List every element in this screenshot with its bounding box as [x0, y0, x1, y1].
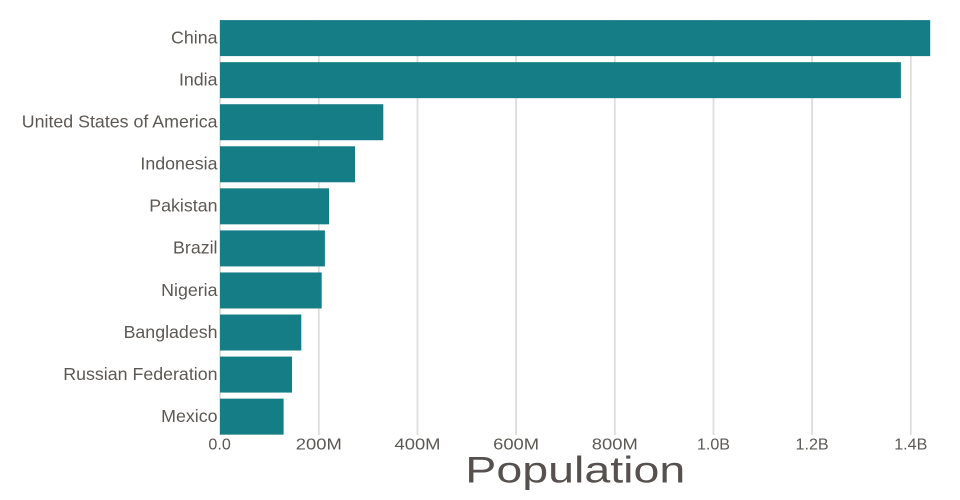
- svg-text:1.4B: 1.4B: [894, 435, 927, 453]
- svg-text:China: China: [171, 27, 218, 47]
- svg-text:1.2B: 1.2B: [796, 435, 829, 453]
- svg-text:0.0: 0.0: [208, 435, 230, 453]
- svg-text:India: India: [179, 70, 218, 90]
- svg-text:400M: 400M: [395, 435, 441, 453]
- svg-text:Brazil: Brazil: [173, 238, 217, 258]
- svg-text:Bangladesh: Bangladesh: [124, 322, 218, 342]
- svg-text:200M: 200M: [296, 435, 342, 453]
- svg-text:Indonesia: Indonesia: [140, 154, 217, 174]
- svg-text:United States of America: United States of America: [22, 112, 218, 132]
- svg-text:Nigeria: Nigeria: [161, 280, 217, 300]
- svg-text:Russian Federation: Russian Federation: [63, 364, 217, 384]
- svg-text:600M: 600M: [493, 435, 539, 453]
- svg-text:Mexico: Mexico: [161, 406, 217, 426]
- svg-text:1.0B: 1.0B: [697, 435, 730, 453]
- svg-text:Pakistan: Pakistan: [149, 196, 217, 216]
- svg-text:800M: 800M: [592, 435, 638, 453]
- svg-text:Population: Population: [465, 449, 685, 491]
